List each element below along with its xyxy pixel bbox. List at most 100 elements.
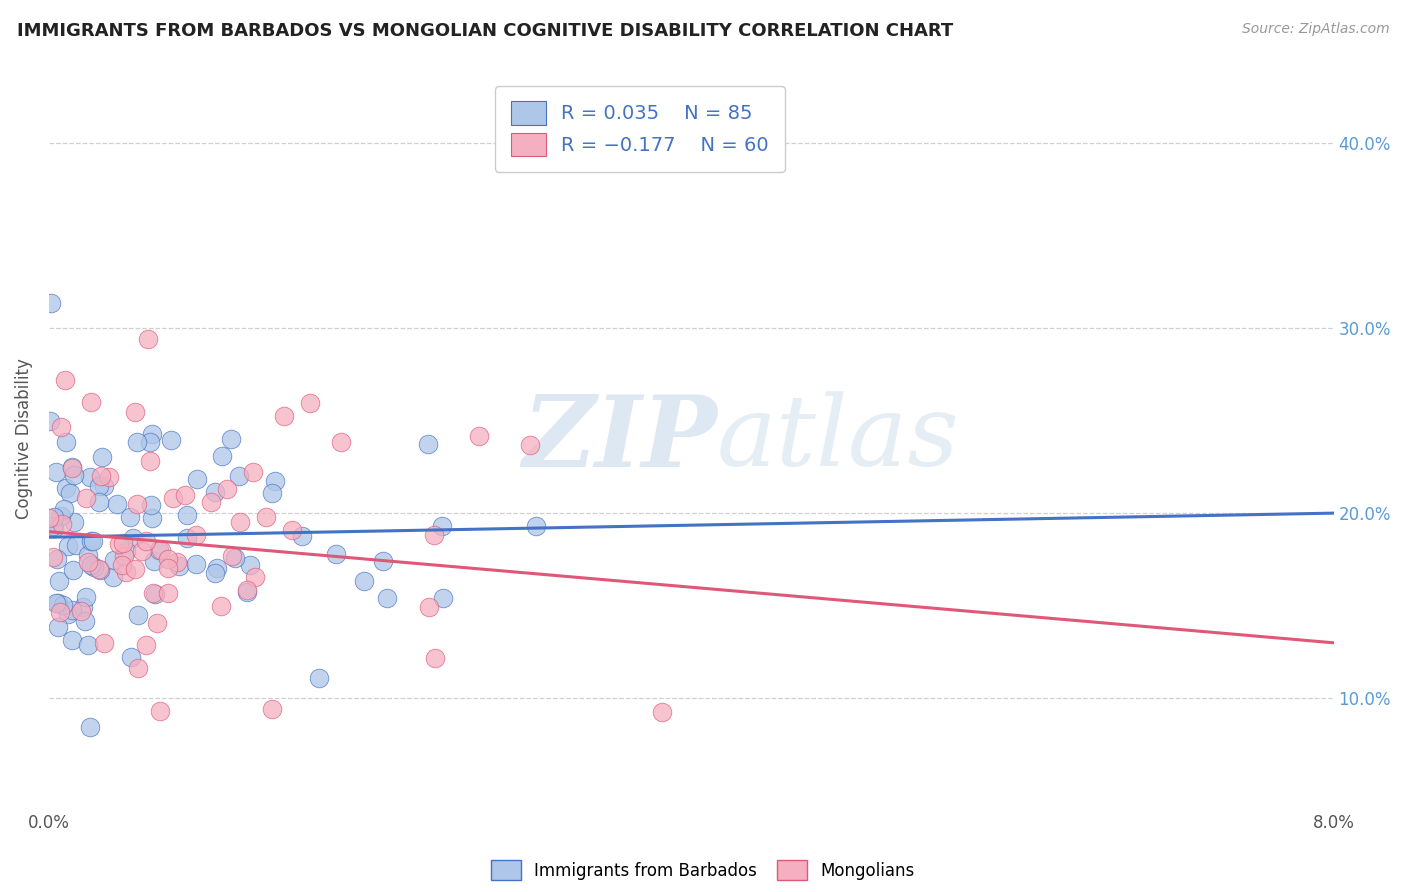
Point bbox=[330, 434, 353, 449]
Point bbox=[156, 585, 179, 599]
Point bbox=[125, 434, 148, 449]
Point bbox=[468, 428, 491, 442]
Point bbox=[46, 620, 69, 634]
Point bbox=[49, 509, 72, 524]
Point bbox=[416, 437, 439, 451]
Point bbox=[228, 468, 250, 483]
Point bbox=[176, 531, 198, 545]
Point bbox=[127, 498, 149, 512]
Point bbox=[143, 587, 166, 601]
Point bbox=[141, 499, 163, 513]
Point bbox=[51, 516, 73, 531]
Point bbox=[79, 720, 101, 734]
Point bbox=[45, 552, 67, 566]
Point bbox=[60, 460, 83, 475]
Point bbox=[148, 543, 170, 558]
Point bbox=[46, 596, 69, 610]
Point bbox=[139, 454, 162, 468]
Point bbox=[135, 638, 157, 652]
Point bbox=[48, 574, 70, 589]
Point bbox=[176, 508, 198, 522]
Point bbox=[76, 639, 98, 653]
Point bbox=[72, 599, 94, 614]
Point bbox=[174, 488, 197, 502]
Point bbox=[219, 433, 242, 447]
Point bbox=[242, 465, 264, 479]
Point bbox=[166, 555, 188, 569]
Point bbox=[60, 603, 83, 617]
Point bbox=[141, 511, 163, 525]
Point bbox=[184, 557, 207, 571]
Point bbox=[519, 438, 541, 452]
Point bbox=[52, 501, 75, 516]
Point bbox=[121, 531, 143, 545]
Point bbox=[353, 574, 375, 589]
Point bbox=[103, 553, 125, 567]
Point bbox=[98, 470, 121, 484]
Point bbox=[80, 558, 103, 573]
Point bbox=[224, 551, 246, 566]
Point bbox=[114, 544, 136, 558]
Point bbox=[83, 560, 105, 574]
Point bbox=[59, 486, 82, 500]
Point bbox=[156, 552, 179, 566]
Text: Source: ZipAtlas.com: Source: ZipAtlas.com bbox=[1241, 22, 1389, 37]
Point bbox=[262, 486, 284, 500]
Y-axis label: Cognitive Disability: Cognitive Disability bbox=[15, 359, 32, 519]
Point bbox=[55, 481, 77, 495]
Point bbox=[139, 435, 162, 450]
Point bbox=[76, 555, 98, 569]
Point bbox=[56, 607, 79, 621]
Point bbox=[63, 468, 86, 483]
Point bbox=[418, 599, 440, 614]
Point bbox=[162, 491, 184, 505]
Point bbox=[281, 523, 304, 537]
Point bbox=[115, 566, 138, 580]
Point bbox=[89, 563, 111, 577]
Point bbox=[299, 396, 322, 410]
Point bbox=[149, 542, 172, 557]
Point bbox=[75, 590, 97, 604]
Point bbox=[211, 449, 233, 463]
Point bbox=[215, 482, 238, 496]
Point bbox=[112, 536, 135, 550]
Point bbox=[236, 582, 259, 597]
Point bbox=[141, 426, 163, 441]
Point bbox=[204, 566, 226, 580]
Point bbox=[209, 599, 232, 614]
Point bbox=[65, 538, 87, 552]
Point bbox=[93, 479, 115, 493]
Point bbox=[136, 332, 159, 346]
Point bbox=[229, 515, 252, 529]
Point bbox=[205, 561, 228, 575]
Point bbox=[79, 469, 101, 483]
Point bbox=[325, 547, 347, 561]
Point bbox=[204, 485, 226, 500]
Point bbox=[49, 605, 72, 619]
Point bbox=[38, 414, 60, 428]
Point bbox=[52, 598, 75, 612]
Point bbox=[87, 495, 110, 509]
Point bbox=[38, 510, 60, 524]
Point bbox=[45, 596, 67, 610]
Point bbox=[127, 607, 149, 622]
Point bbox=[186, 472, 208, 486]
Point bbox=[124, 562, 146, 576]
Point bbox=[651, 706, 673, 720]
Point bbox=[39, 296, 62, 310]
Point bbox=[373, 553, 395, 567]
Point bbox=[423, 651, 446, 665]
Point bbox=[423, 528, 446, 542]
Point bbox=[111, 558, 134, 572]
Point bbox=[149, 704, 172, 718]
Point bbox=[93, 635, 115, 649]
Point bbox=[108, 537, 131, 551]
Point bbox=[60, 461, 83, 475]
Text: ZIP: ZIP bbox=[522, 391, 717, 487]
Point bbox=[239, 558, 262, 573]
Point bbox=[430, 519, 453, 533]
Point bbox=[82, 533, 104, 548]
Point bbox=[45, 465, 67, 479]
Point bbox=[80, 534, 103, 549]
Point bbox=[264, 474, 287, 488]
